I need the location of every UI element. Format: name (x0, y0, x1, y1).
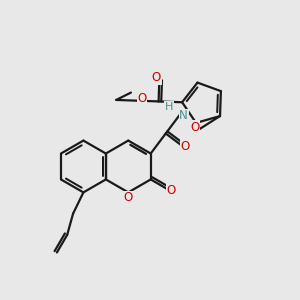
Text: H: H (165, 102, 173, 112)
Text: N: N (179, 109, 188, 122)
Text: O: O (152, 71, 161, 84)
Text: O: O (167, 184, 176, 197)
Text: O: O (190, 121, 199, 134)
Text: O: O (180, 140, 190, 153)
Text: O: O (124, 191, 133, 204)
Text: O: O (137, 92, 146, 105)
